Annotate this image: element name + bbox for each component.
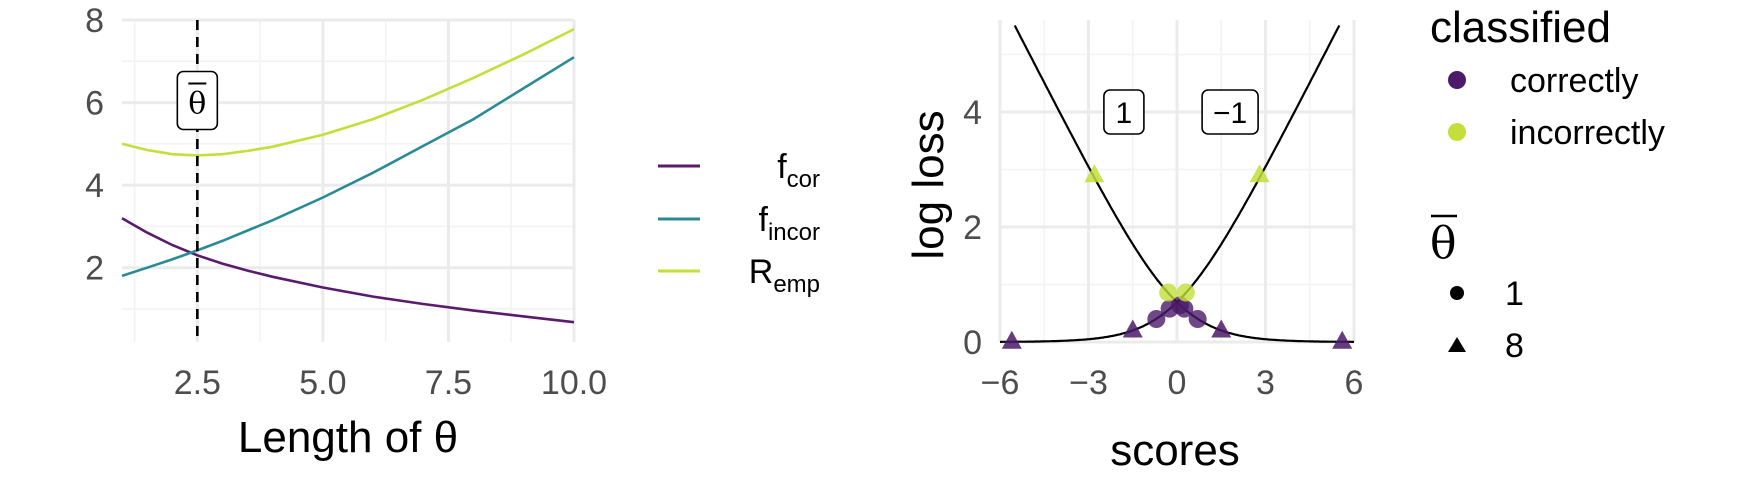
right-y-tick-labels: 0 2 4 xyxy=(963,94,982,362)
y-tick-label: 4 xyxy=(963,94,982,132)
score-points xyxy=(1001,164,1353,349)
point-circle-correctly xyxy=(1147,310,1166,328)
y-tick-label: 6 xyxy=(85,85,104,123)
x-tick-label: −3 xyxy=(1069,364,1108,402)
left-y-tick-labels: 2 4 6 8 xyxy=(85,2,104,288)
legend-title-theta-bar: θ xyxy=(1430,218,1457,269)
x-tick-label: −6 xyxy=(981,364,1020,402)
theta-bar-annotation-label: θ xyxy=(188,87,206,122)
legend-key-correctly xyxy=(1448,71,1466,89)
legend-item-theta-8: 8 xyxy=(1448,327,1524,365)
point-triangle-incorrectly xyxy=(1249,164,1270,183)
point-triangle-correctly xyxy=(1001,330,1022,349)
legend-item-fcor: fcor xyxy=(658,148,820,193)
legend-label-fincor: fincor xyxy=(759,201,820,246)
label-annotation-box xyxy=(1103,89,1145,135)
series-line-fcor xyxy=(121,217,575,324)
point-circle-correctly xyxy=(1188,310,1207,328)
label-annotation-box xyxy=(1201,89,1259,135)
x-tick-label: 6 xyxy=(1345,364,1364,402)
y-tick-label: 2 xyxy=(963,209,982,247)
x-tick-label: 2.5 xyxy=(174,364,221,402)
legend-key-incorrectly xyxy=(1448,123,1466,141)
theta-bar-annotation: θ xyxy=(176,70,219,131)
legend-item-incorrectly: incorrectly xyxy=(1448,114,1665,152)
legend-title-classified: classified xyxy=(1430,3,1611,52)
legend-item-remp: Remp xyxy=(658,253,820,298)
x-tick-label: 3 xyxy=(1256,364,1275,402)
legend-label-theta-8: 8 xyxy=(1505,327,1524,365)
point-triangle-incorrectly xyxy=(1084,164,1105,183)
legend-label-remp: Remp xyxy=(749,253,820,298)
left-x-tick-labels: 2.5 5.0 7.5 10.0 xyxy=(174,364,607,402)
label-annotation-text: −1 xyxy=(1213,97,1247,130)
point-triangle-correctly xyxy=(1122,319,1143,338)
point-triangle-correctly xyxy=(1211,319,1232,338)
legend-key-circle xyxy=(1450,286,1464,300)
left-plot-background xyxy=(122,20,574,342)
right-panel: 0 2 4 −6 −3 0 3 6 1 −1 scores log loss xyxy=(904,20,1363,475)
legend-item-correctly: correctly xyxy=(1448,62,1638,100)
left-series-lines xyxy=(121,27,575,324)
left-x-axis-title: Length of θ xyxy=(238,413,458,462)
label-annotations: 1 −1 xyxy=(1103,89,1259,135)
left-panel: 2 4 6 8 2.5 5.0 7.5 10.0 θ Length of θ xyxy=(85,2,607,462)
y-tick-label: 4 xyxy=(85,167,104,205)
right-x-tick-labels: −6 −3 0 3 6 xyxy=(981,364,1364,402)
point-legend: classified correctly incorrectly θ 1 8 xyxy=(1430,3,1665,365)
right-x-axis-title: scores xyxy=(1110,426,1240,475)
point-triangle-correctly xyxy=(1332,330,1353,349)
legend-label-theta-1: 1 xyxy=(1505,275,1524,313)
x-tick-label: 5.0 xyxy=(299,364,346,402)
legend-key-triangle xyxy=(1448,337,1466,352)
point-circle-incorrectly xyxy=(1159,283,1178,302)
legend-item-fincor: fincor xyxy=(658,201,820,246)
point-circle-correctly xyxy=(1175,299,1194,318)
line-legend: fcor fincor Remp xyxy=(658,148,820,298)
legend-label-fcor: fcor xyxy=(777,148,820,193)
legend-label-incorrectly: incorrectly xyxy=(1510,114,1665,152)
y-tick-label: 2 xyxy=(85,250,104,288)
x-tick-label: 7.5 xyxy=(425,364,472,402)
series-line-fincor xyxy=(121,56,575,278)
series-line-remp xyxy=(121,27,575,157)
label-annotation-text: 1 xyxy=(1116,97,1133,130)
legend-label-correctly: correctly xyxy=(1510,62,1638,100)
point-circle-incorrectly xyxy=(1176,283,1195,302)
theta-bar-annotation-box xyxy=(176,70,219,131)
x-tick-label: 10.0 xyxy=(541,364,607,402)
right-y-axis-title: log loss xyxy=(904,110,953,259)
legend-item-theta-1: 1 xyxy=(1450,275,1524,313)
y-tick-label: 0 xyxy=(963,324,982,362)
x-tick-label: 0 xyxy=(1168,364,1187,402)
y-tick-label: 8 xyxy=(85,2,104,40)
